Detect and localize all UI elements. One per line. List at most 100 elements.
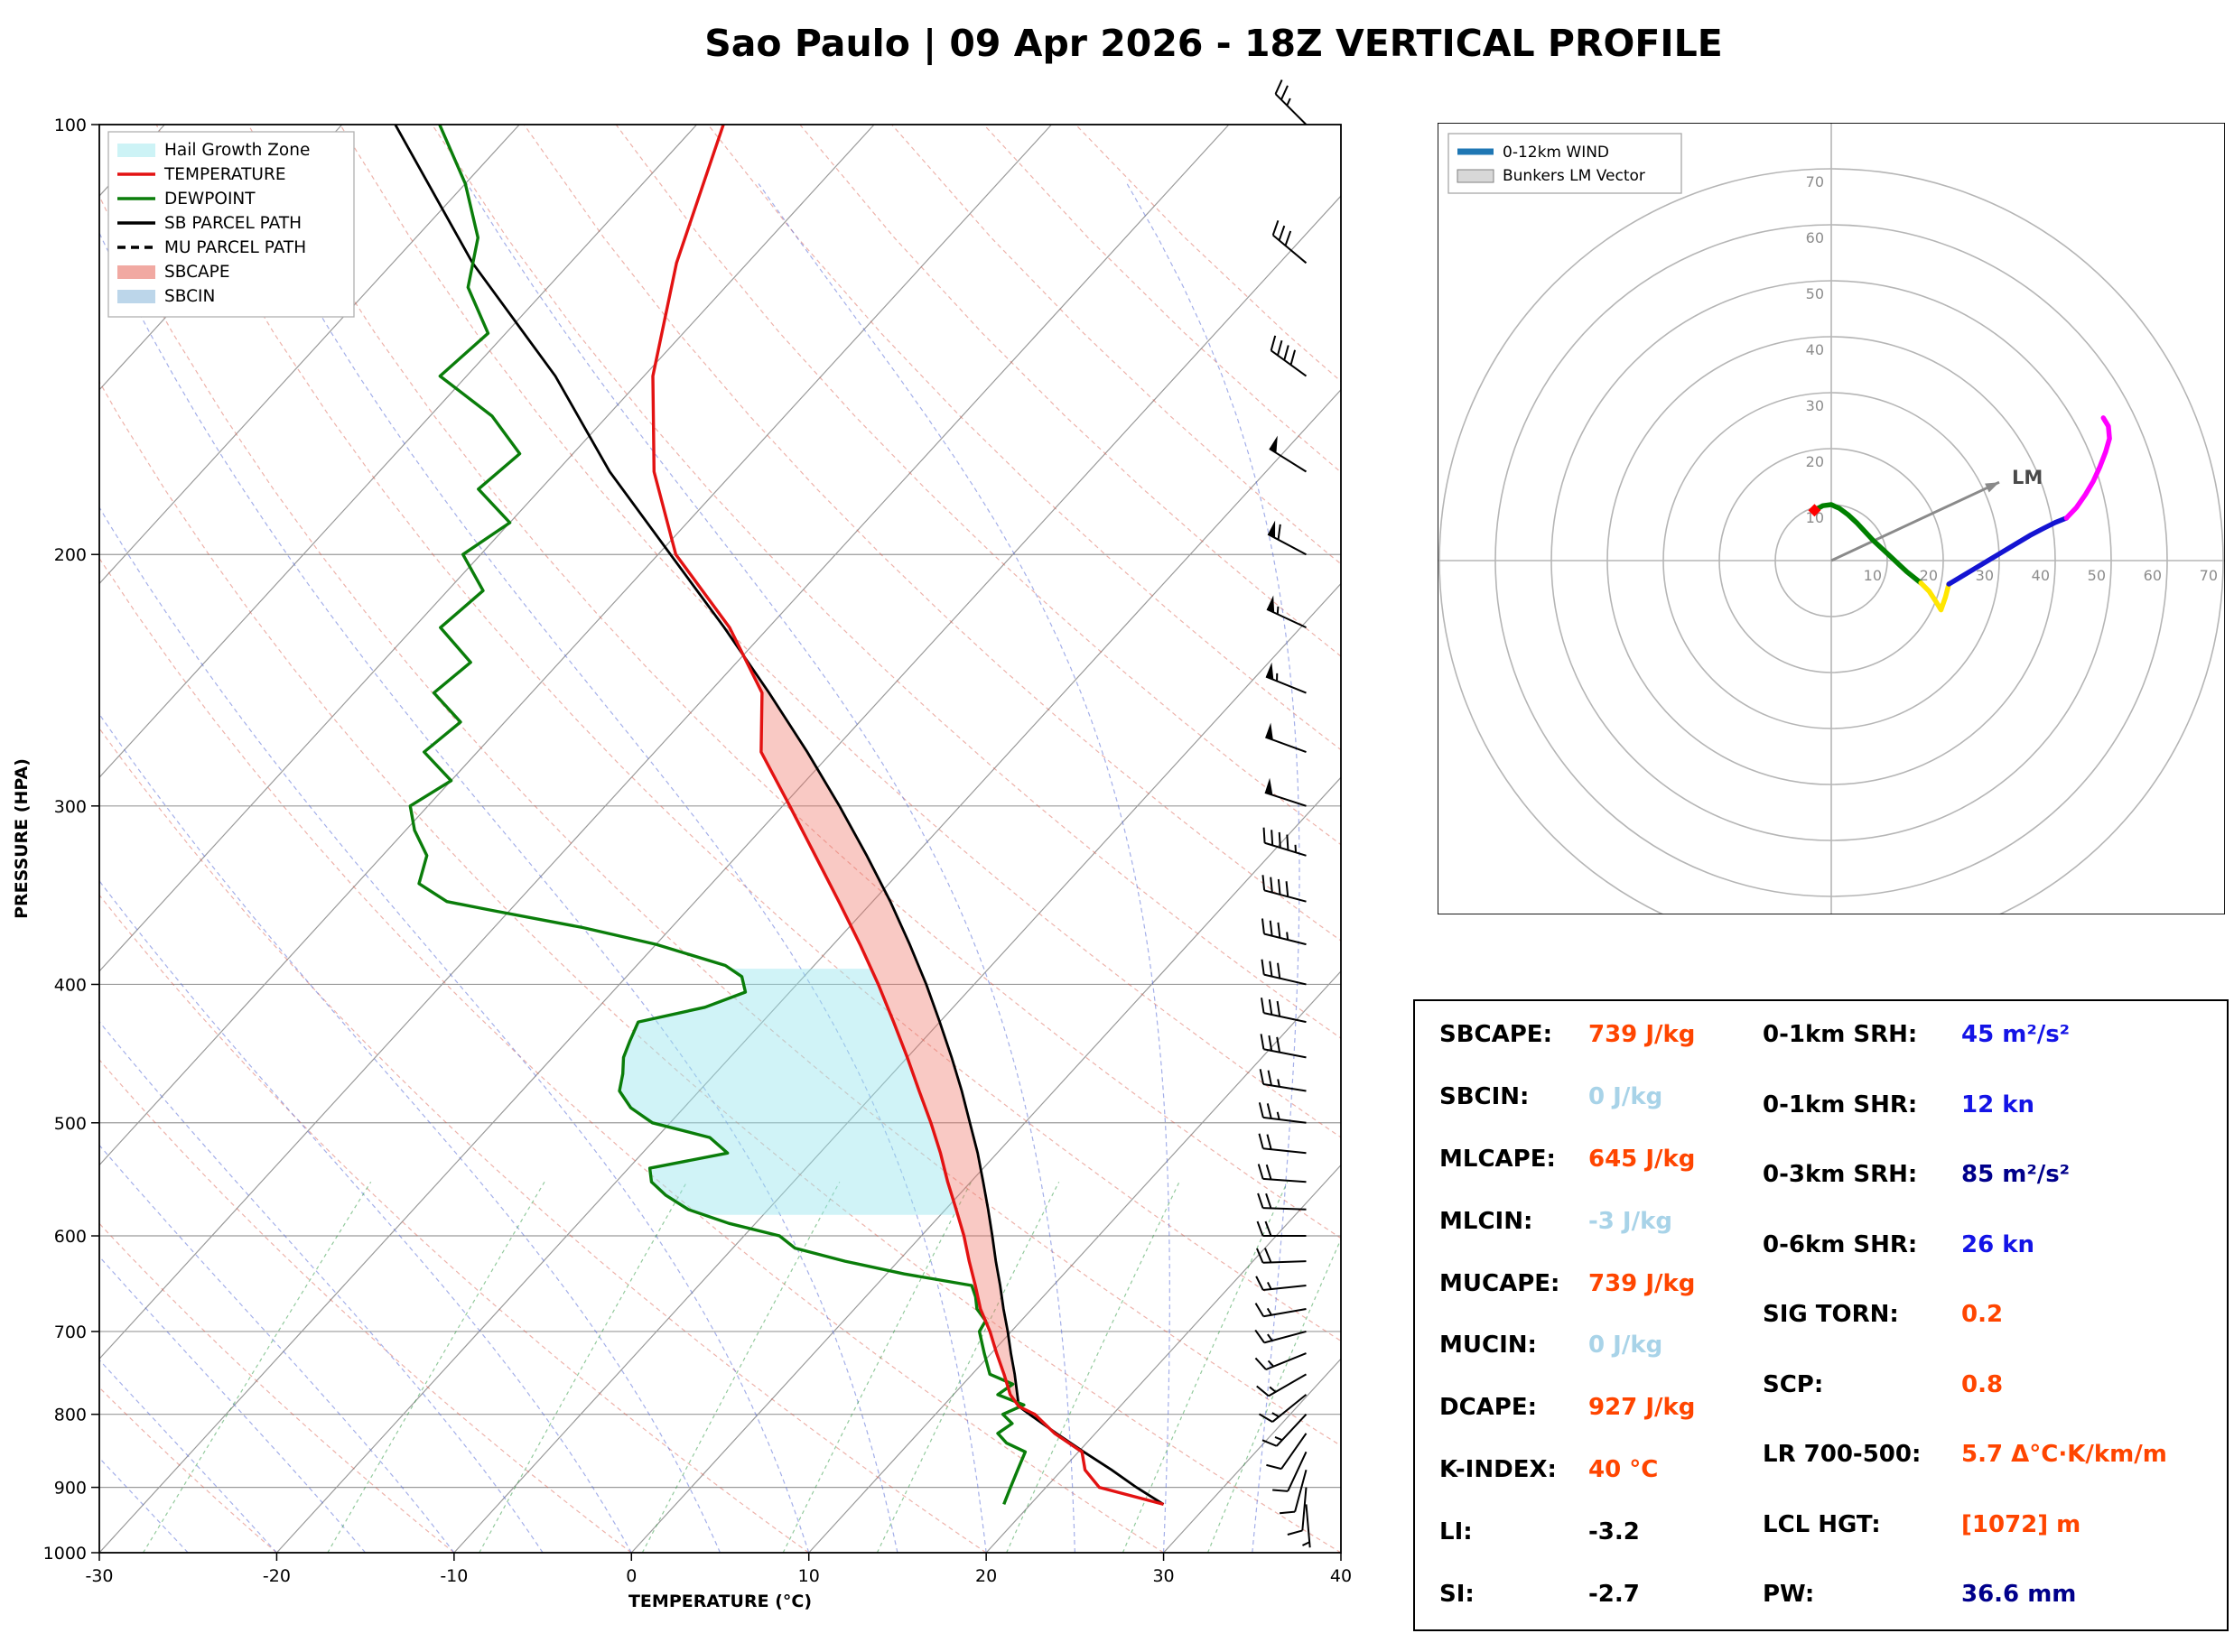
stat-row-mucin: MUCIN: 0 J/kg <box>1439 1330 1763 1360</box>
legend-label: SB PARCEL PATH <box>164 214 302 233</box>
stat-label: PW: <box>1763 1581 1815 1608</box>
pressure-tick-label: 700 <box>54 1323 87 1342</box>
wind-barbs <box>1254 79 1311 1548</box>
stats-panel: SBCAPE: 739 J/kg SBCIN: 0 J/kg MLCAPE: 645 J/… <box>1413 999 2229 1631</box>
legend-label: 0-12km WIND <box>1503 144 1609 162</box>
stat-row-mlcape: MLCAPE: 645 J/kg <box>1439 1144 1763 1174</box>
stat-label: SI: <box>1439 1580 1475 1608</box>
bunkers-lm-vector: LM <box>1830 467 2043 562</box>
stat-value: 85 m²/s² <box>1961 1161 2071 1188</box>
hodograph-grid: 10 10 20 20 30 30 40 40 50 50 60 60 70 70 <box>1438 123 2225 914</box>
hodograph-legend: 0-12km WIND Bunkers LM Vector <box>1447 133 1682 194</box>
page-title: Sao Paulo | 09 Apr 2026 - 18Z VERTICAL P… <box>704 22 1723 65</box>
stat-label: SIG TORN: <box>1763 1301 1899 1328</box>
stat-row-0-1km-shr: 0-1km SHR: 12 kn <box>1763 1090 2227 1120</box>
stat-row-mucape: MUCAPE: 739 J/kg <box>1439 1268 1763 1299</box>
stat-value: 40 °C <box>1588 1456 1659 1484</box>
skewt-legend: Hail Growth Zone TEMPERATURE DEWPOINT SB PA… <box>107 131 355 318</box>
stat-value: 12 kn <box>1961 1091 2035 1118</box>
hodo-ring-label: 30 <box>1806 397 1824 414</box>
hodo-ring-label: 40 <box>2032 567 2050 584</box>
lm-label: LM <box>2012 467 2043 488</box>
hodo-ring-label: 50 <box>1806 285 1824 302</box>
stat-value: -3.2 <box>1588 1518 1640 1545</box>
temperature-tick-label: 0 <box>626 1566 637 1586</box>
stat-row-mlcin: MLCIN: -3 J/kg <box>1439 1206 1763 1237</box>
trace-start-marker <box>1808 504 1821 517</box>
pressure-tick-label: 800 <box>54 1406 87 1425</box>
stats-column-right: 0-1km SRH: 45 m²/s² 0-1km SHR: 12 kn 0-3km S… <box>1763 1019 2227 1610</box>
stat-value: 927 J/kg <box>1588 1394 1696 1422</box>
hodo-ring-label: 20 <box>1920 567 1938 584</box>
stat-value: 5.7 Δ°C·K/km/m <box>1961 1441 2167 1468</box>
stat-row-0-6km-shr: 0-6km SHR: 26 kn <box>1763 1230 2227 1260</box>
hodo-ring-label: 70 <box>2200 567 2218 584</box>
stat-row-sbcape: SBCAPE: 739 J/kg <box>1439 1019 1763 1050</box>
y-axis-title: PRESSURE (HPA) <box>12 758 32 919</box>
legend-label: DEWPOINT <box>164 190 256 209</box>
stat-label: MLCIN: <box>1439 1207 1533 1235</box>
skewt-frame <box>98 124 1342 1554</box>
stat-row-lcl-hgt: LCL HGT: [1072] m <box>1763 1509 2227 1540</box>
stat-label: MUCIN: <box>1439 1332 1537 1360</box>
hodo-ring-label: 20 <box>1806 453 1824 470</box>
stat-value: 26 kn <box>1961 1230 2035 1258</box>
stat-value: 45 m²/s² <box>1961 1021 2071 1048</box>
hodo-ring-label: 60 <box>1806 229 1824 246</box>
temperature-tick-label: -30 <box>85 1566 113 1586</box>
dewpoint-line <box>408 125 1028 1506</box>
temperature-line <box>651 125 1164 1507</box>
stat-value: 739 J/kg <box>1588 1021 1696 1048</box>
stat-value: -2.7 <box>1588 1580 1640 1608</box>
stat-value: 36.6 mm <box>1961 1581 2077 1608</box>
hodo-ring-label: 40 <box>1806 341 1824 358</box>
stat-label: MLCAPE: <box>1439 1145 1556 1173</box>
hodograph-chart: 10 10 20 20 30 30 40 40 50 50 60 60 70 70 LM 0-12km WIN… <box>1438 123 2225 914</box>
stat-label: DCAPE: <box>1439 1394 1537 1422</box>
stat-value: 0 J/kg <box>1588 1082 1663 1110</box>
stat-row-k-index: K-INDEX: 40 °C <box>1439 1454 1763 1485</box>
pressure-tick-label: 1000 <box>43 1544 87 1564</box>
stat-label: LCL HGT: <box>1763 1510 1881 1538</box>
stat-row-dcape: DCAPE: 927 J/kg <box>1439 1392 1763 1423</box>
sbcape-area <box>742 656 1019 1406</box>
stat-label: SBCAPE: <box>1439 1021 1552 1048</box>
pressure-tick-label: 100 <box>54 116 87 135</box>
stat-value: 739 J/kg <box>1588 1269 1696 1297</box>
stat-label: 0-6km SHR: <box>1763 1230 1918 1258</box>
pressure-tick-label: 200 <box>54 545 87 565</box>
stat-label: LR 700-500: <box>1763 1441 1922 1468</box>
stat-label: SBCIN: <box>1439 1082 1530 1110</box>
temperature-tick-label: 10 <box>798 1566 820 1586</box>
hodo-ring-label: 10 <box>1864 567 1882 584</box>
hail-growth-zone-area <box>619 969 958 1215</box>
legend-label: Hail Growth Zone <box>164 141 310 160</box>
stat-label: 0-1km SHR: <box>1763 1091 1918 1118</box>
legend-label: TEMPERATURE <box>163 165 286 184</box>
temperature-tick-label: -10 <box>440 1566 468 1586</box>
hodo-ring-label: 30 <box>1976 567 1994 584</box>
skewt-profiles <box>394 125 1165 1507</box>
stat-row-0-1km-srh: 0-1km SRH: 45 m²/s² <box>1763 1019 2227 1050</box>
temperature-tick-label: 30 <box>1152 1566 1174 1586</box>
stat-label: 0-1km SRH: <box>1763 1021 1918 1048</box>
hodo-ring-label: 10 <box>1806 509 1824 526</box>
stat-row-si: SI: -2.7 <box>1439 1579 1763 1610</box>
stat-label: LI: <box>1439 1518 1473 1545</box>
stat-value: -3 J/kg <box>1588 1207 1673 1235</box>
stat-row-scp: SCP: 0.8 <box>1763 1369 2227 1400</box>
stat-value: 645 J/kg <box>1588 1145 1696 1173</box>
stat-label: K-INDEX: <box>1439 1456 1557 1484</box>
stat-label: MUCAPE: <box>1439 1269 1560 1297</box>
temperature-tick-label: 40 <box>1330 1566 1352 1586</box>
legend-label: Bunkers LM Vector <box>1503 167 1645 185</box>
pressure-tick-label: 600 <box>54 1227 87 1247</box>
stat-label: 0-3km SRH: <box>1763 1161 1918 1188</box>
temperature-tick-label: -20 <box>263 1566 291 1586</box>
skewt-gridlines <box>99 125 1341 1553</box>
legend-label: SBCIN <box>164 287 215 306</box>
hodo-ring-label: 60 <box>2144 567 2162 584</box>
pressure-tick-label: 400 <box>54 975 87 995</box>
